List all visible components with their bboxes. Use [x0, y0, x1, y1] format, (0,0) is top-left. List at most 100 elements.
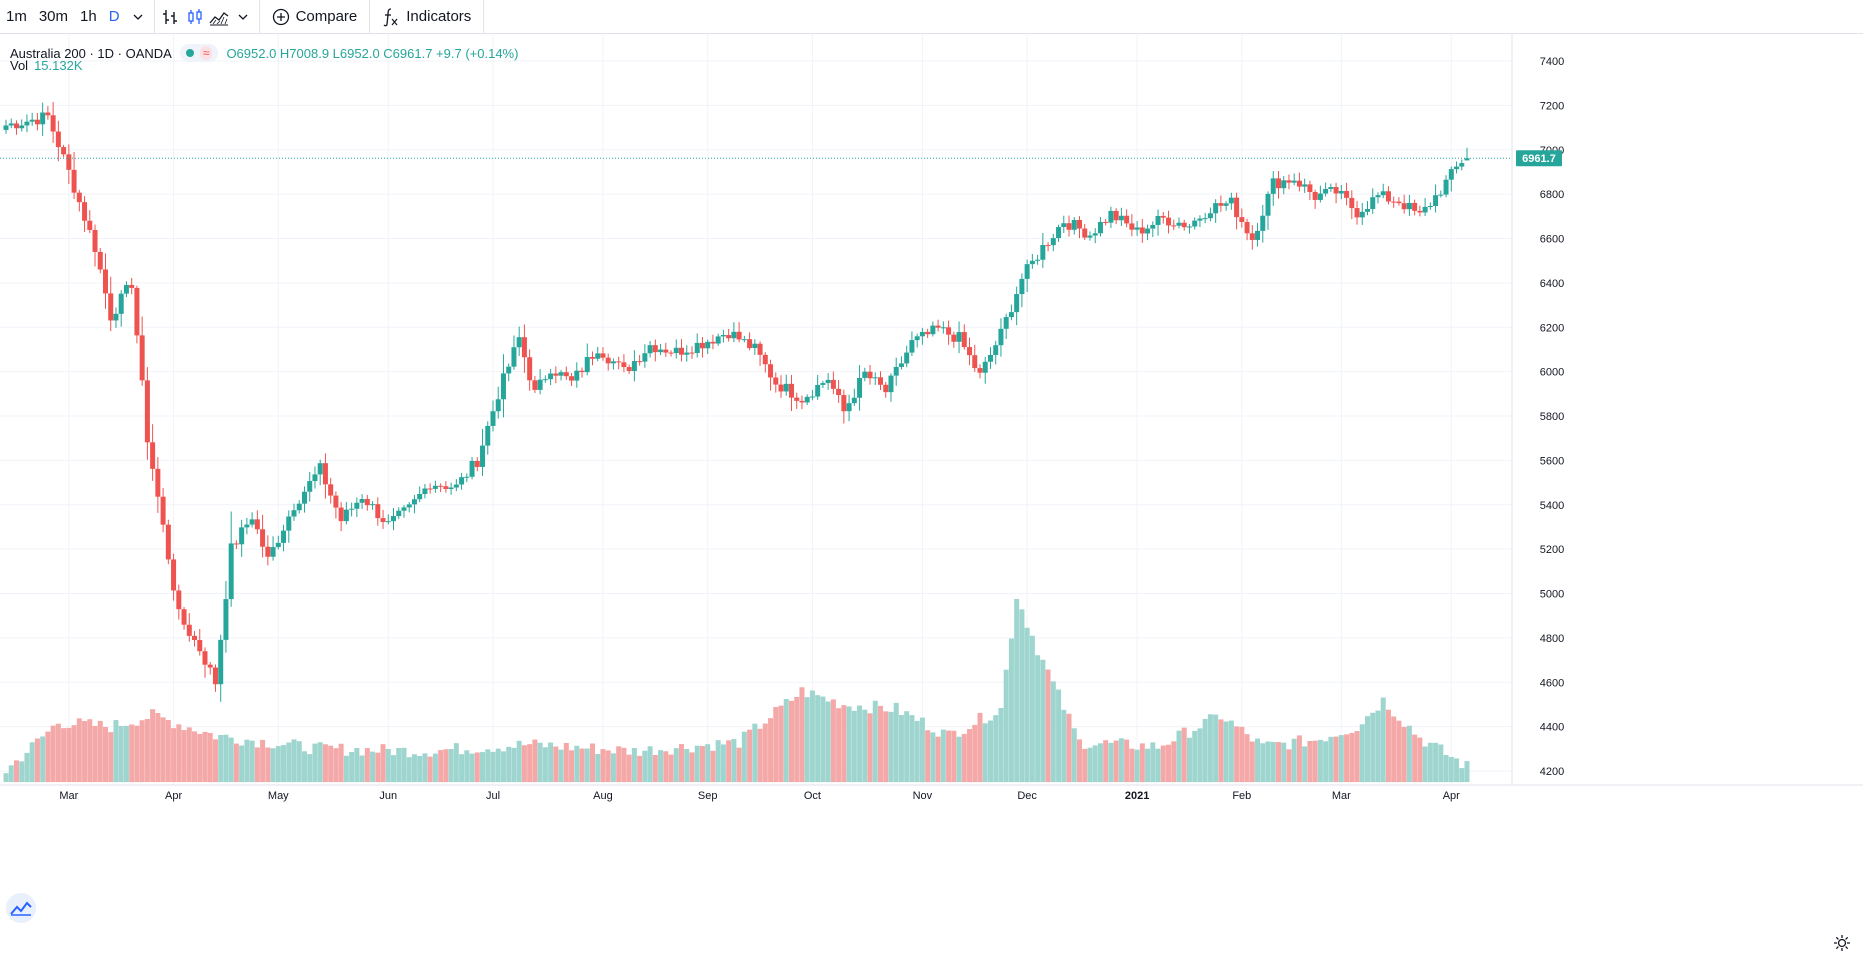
chevron-down-icon[interactable]	[231, 0, 255, 34]
volume-bar	[464, 750, 470, 783]
volume-bar	[768, 718, 774, 783]
volume-bar	[139, 720, 145, 783]
candle	[459, 477, 465, 485]
candle	[1286, 180, 1292, 183]
candle	[150, 442, 156, 469]
volume-bar	[354, 748, 360, 783]
candle	[1213, 203, 1219, 214]
volume-bar	[474, 752, 480, 783]
volume-bar	[972, 724, 978, 783]
volume-bar	[506, 746, 512, 783]
volume-bar	[1291, 738, 1297, 783]
volume-bar	[13, 760, 19, 783]
volume-bar	[328, 745, 334, 783]
candle	[1412, 202, 1418, 211]
volume-value: 15.132K	[34, 58, 83, 73]
interval-1d[interactable]: D	[108, 8, 120, 25]
candle	[1160, 215, 1166, 218]
volume-bar	[982, 723, 988, 783]
candle	[1417, 210, 1423, 213]
candle	[595, 353, 601, 359]
candle	[1155, 215, 1161, 225]
volume-bar	[281, 745, 287, 783]
symbol-title[interactable]: Australia 200 · 1D · OANDA	[10, 45, 172, 61]
candle	[40, 112, 46, 125]
volume-bar	[202, 731, 208, 783]
candle	[1239, 217, 1245, 223]
price-axis-label: 5600	[1540, 455, 1564, 467]
candle	[553, 373, 559, 376]
candle	[1008, 312, 1014, 318]
candle	[197, 640, 203, 652]
volume-bar	[715, 740, 721, 783]
delayed-data-icon: ≈	[199, 46, 213, 60]
volume-bar	[783, 698, 789, 783]
candle	[846, 403, 852, 412]
area-style-icon[interactable]	[207, 0, 231, 34]
candle	[1344, 190, 1350, 198]
candle	[375, 504, 381, 519]
volume-bar	[459, 754, 465, 783]
chevron-down-icon[interactable]	[126, 0, 150, 34]
interval-30m[interactable]: 30m	[38, 8, 69, 25]
interval-1h[interactable]: 1h	[80, 8, 97, 25]
candle	[443, 486, 449, 490]
volume-bar	[1176, 730, 1182, 783]
candle	[883, 384, 889, 393]
volume-bar	[1108, 742, 1114, 783]
volume-bar	[1302, 746, 1308, 783]
volume-bar	[375, 752, 381, 783]
candle	[741, 339, 747, 341]
candle	[228, 543, 234, 600]
candle	[55, 131, 61, 148]
candle	[1082, 228, 1088, 238]
legend-status-pill[interactable]: ≈	[179, 44, 219, 62]
compare-button[interactable]: Compare	[264, 0, 366, 34]
candle	[1391, 201, 1397, 203]
candle	[233, 543, 239, 545]
indicators-button[interactable]: Indicators	[374, 0, 479, 34]
bar-style-icon[interactable]	[159, 0, 183, 34]
volume-bar	[485, 749, 491, 783]
gear-icon[interactable]	[1833, 934, 1851, 952]
plus-circle-icon	[272, 8, 289, 25]
volume-bar	[1056, 689, 1062, 783]
candle-style-icon[interactable]	[183, 0, 207, 34]
candle	[574, 370, 580, 381]
volume-bar	[1333, 736, 1339, 783]
volume-bar	[301, 751, 307, 783]
candle	[432, 485, 438, 489]
candle	[296, 503, 302, 511]
candle	[736, 331, 742, 340]
volume-bar	[830, 699, 836, 783]
volume-bar	[1040, 659, 1046, 783]
volume-bar	[579, 748, 585, 783]
volume-bar	[364, 748, 370, 783]
price-chart[interactable]: 4200 4400 4600 4800 5000 5200 5400 5600 5800 6000…	[0, 34, 1863, 955]
last-price-badge	[1516, 150, 1562, 167]
price-axis-label: 5800	[1540, 411, 1564, 423]
volume-bar	[1045, 669, 1051, 783]
candle	[1307, 184, 1313, 193]
volume-bar	[1113, 740, 1119, 783]
candle	[527, 357, 533, 381]
candle	[836, 388, 842, 396]
volume-bar	[385, 748, 391, 783]
candle	[254, 519, 260, 530]
volume-bar	[794, 696, 800, 783]
volume-bar	[1249, 741, 1255, 783]
candle	[286, 516, 292, 531]
candle	[417, 494, 423, 500]
interval-1m[interactable]: 1m	[6, 8, 27, 25]
time-axis-label: 2021	[1125, 790, 1149, 802]
volume-bar	[511, 747, 517, 783]
volume-bar	[192, 731, 198, 783]
volume-bar	[401, 747, 407, 783]
volume-bar	[548, 742, 554, 783]
candle	[993, 345, 999, 355]
volume-bar	[176, 724, 182, 783]
market-open-dot-icon	[185, 49, 194, 57]
toolbar-divider	[258, 0, 260, 34]
tradingview-logo-icon[interactable]	[6, 893, 36, 923]
candle	[1359, 211, 1365, 218]
